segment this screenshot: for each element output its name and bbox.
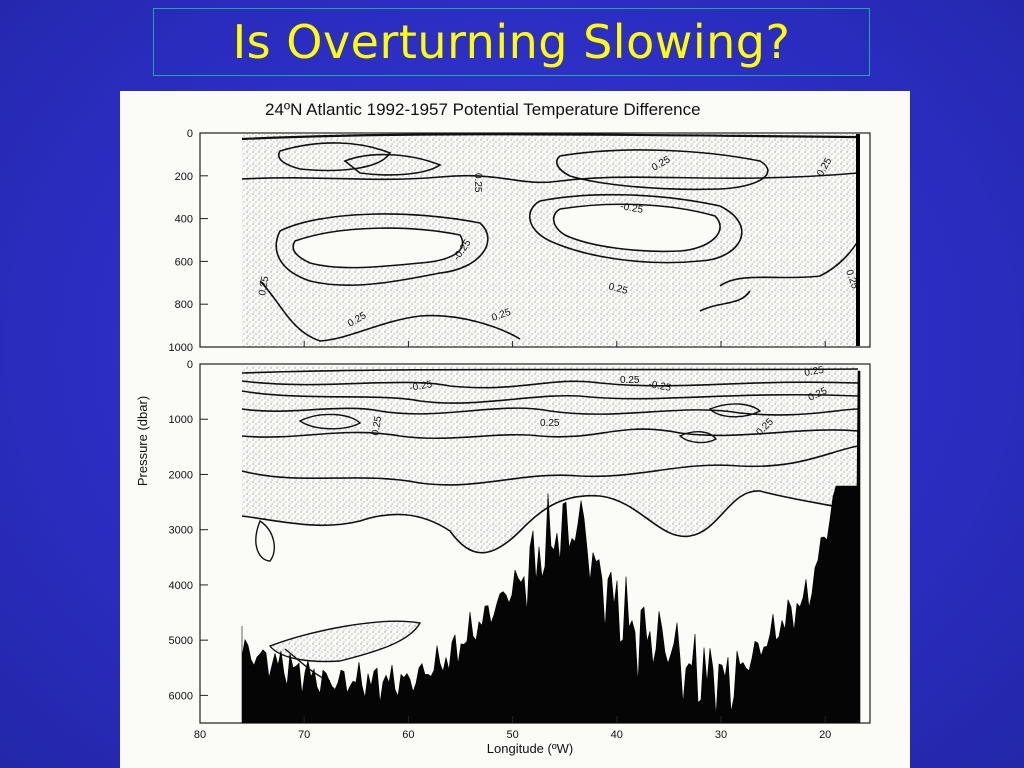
y-axis-label: Pressure (dbar)	[135, 396, 150, 486]
lower-y-tick-label: 0	[187, 359, 193, 371]
upper-contour-line	[556, 149, 769, 191]
chart-title: 24ºN Atlantic 1992-1957 Potential Temper…	[265, 100, 701, 119]
upper-contour-line	[552, 203, 721, 253]
lower-y-tick-label: 3000	[169, 525, 193, 537]
upper-y-tick-label: 0	[187, 128, 193, 140]
upper-contour-line	[241, 133, 859, 141]
upper-y-tick-label: 600	[175, 256, 193, 268]
lower-y-tick-label: 2000	[169, 469, 193, 481]
lower-contour-loop	[708, 403, 762, 418]
lower-contour-label: 0.25	[540, 418, 560, 429]
upper-contour-line	[259, 280, 521, 342]
bathymetry	[241, 370, 861, 724]
x-tick-label: 60	[402, 729, 414, 741]
upper-contour-line	[292, 227, 464, 269]
lower-contour-line	[255, 519, 276, 562]
lower-lens	[268, 620, 422, 663]
upper-y-tick-label: 1000	[169, 342, 193, 354]
lower-contour-loop	[298, 413, 362, 430]
contour-chart: 24ºN Atlantic 1992-1957 Potential Temper…	[135, 100, 871, 756]
upper-y-tick-label: 400	[175, 214, 193, 226]
upper-contour-line	[241, 172, 859, 184]
upper-contour-label: 0.25	[472, 173, 483, 193]
upper-contour-line	[275, 213, 489, 286]
slide-title: Is Overturning Slowing?	[232, 15, 791, 69]
x-tick-label: 40	[611, 729, 623, 741]
lower-contour-label: 0.25	[620, 375, 640, 386]
upper-contour-line	[343, 153, 442, 176]
x-tick-label: 30	[715, 729, 727, 741]
upper-contour-line	[699, 290, 751, 312]
lower-contour-line	[241, 490, 859, 554]
lower-contour-label: -0.25	[647, 379, 672, 394]
upper-panel-frame	[199, 132, 871, 348]
lower-contour-line	[241, 407, 859, 416]
upper-contour-label: 0.25	[257, 275, 271, 297]
lower-y-tick-label: 6000	[169, 690, 193, 702]
lower-contour-line	[241, 445, 859, 486]
x-tick-label: 70	[298, 729, 310, 741]
upper-contour-label: 0.25	[607, 281, 629, 297]
upper-y-tick-label: 200	[175, 171, 193, 183]
lower-y-tick-label: 1000	[169, 414, 193, 426]
lower-contour-line	[241, 390, 859, 404]
lower-contour-line	[241, 368, 859, 374]
upper-y-tick-label: 800	[175, 299, 193, 311]
lower-contour-loop	[678, 431, 718, 444]
lower-contour-line	[241, 380, 859, 389]
figure-panel: 24ºN Atlantic 1992-1957 Potential Temper…	[120, 91, 910, 768]
upper-coast	[856, 134, 860, 346]
lower-contour-label: 0.25	[370, 415, 384, 437]
x-tick-label: 50	[506, 729, 518, 741]
lower-contour-line	[241, 428, 859, 440]
x-axis-label: Longitude (ºW)	[487, 741, 573, 756]
upper-contour-line	[719, 240, 859, 287]
upper-contour-line	[278, 142, 392, 172]
upper-contour-line	[528, 193, 743, 264]
x-tick-label: 80	[194, 729, 206, 741]
x-tick-label: 20	[819, 729, 831, 741]
lower-y-tick-label: 4000	[169, 580, 193, 592]
lower-y-tick-label: 5000	[169, 635, 193, 647]
slide-title-box: Is Overturning Slowing?	[153, 8, 870, 76]
lower-contour-label: -0.25	[409, 379, 434, 394]
upper-contour-label: -0.25	[619, 201, 644, 216]
lower-contour-label: 0.25	[804, 365, 826, 379]
